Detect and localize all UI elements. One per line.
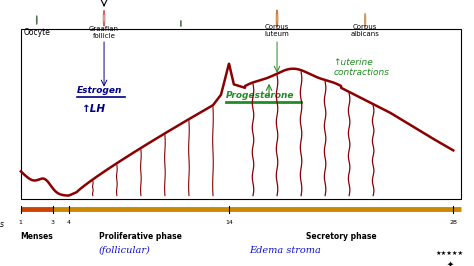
Text: Secretory phase: Secretory phase bbox=[306, 232, 376, 241]
Text: ★★★★★: ★★★★★ bbox=[436, 251, 464, 256]
Text: 28: 28 bbox=[449, 220, 457, 225]
Text: Estrogen: Estrogen bbox=[77, 86, 122, 95]
Text: ↑LH: ↑LH bbox=[82, 104, 106, 114]
Text: Edema stroma: Edema stroma bbox=[249, 246, 321, 255]
Bar bbox=[21, 29, 461, 199]
Text: 4: 4 bbox=[67, 220, 71, 225]
Text: Days: Days bbox=[0, 220, 5, 229]
Text: Graafian
follicle: Graafian follicle bbox=[89, 26, 119, 39]
Text: & FSH: & FSH bbox=[109, 0, 132, 1]
Text: 3: 3 bbox=[51, 220, 55, 225]
Text: Corpus
luteum: Corpus luteum bbox=[264, 24, 290, 38]
Circle shape bbox=[103, 10, 105, 26]
Text: Menses: Menses bbox=[20, 232, 53, 241]
Text: Corpus
albicans: Corpus albicans bbox=[351, 24, 380, 38]
Text: LH: LH bbox=[91, 0, 104, 1]
Text: Oocyte: Oocyte bbox=[23, 28, 50, 38]
Text: 1: 1 bbox=[19, 220, 23, 225]
Text: Proliferative phase: Proliferative phase bbox=[100, 232, 182, 241]
Text: ✦: ✦ bbox=[447, 260, 454, 266]
Text: ↑uterine
contractions: ↑uterine contractions bbox=[333, 58, 389, 77]
Text: 14: 14 bbox=[225, 220, 233, 225]
Text: (follicular): (follicular) bbox=[99, 246, 151, 255]
Circle shape bbox=[36, 16, 37, 24]
Circle shape bbox=[365, 14, 366, 27]
Text: Progesterone: Progesterone bbox=[226, 91, 294, 100]
Circle shape bbox=[276, 10, 278, 27]
